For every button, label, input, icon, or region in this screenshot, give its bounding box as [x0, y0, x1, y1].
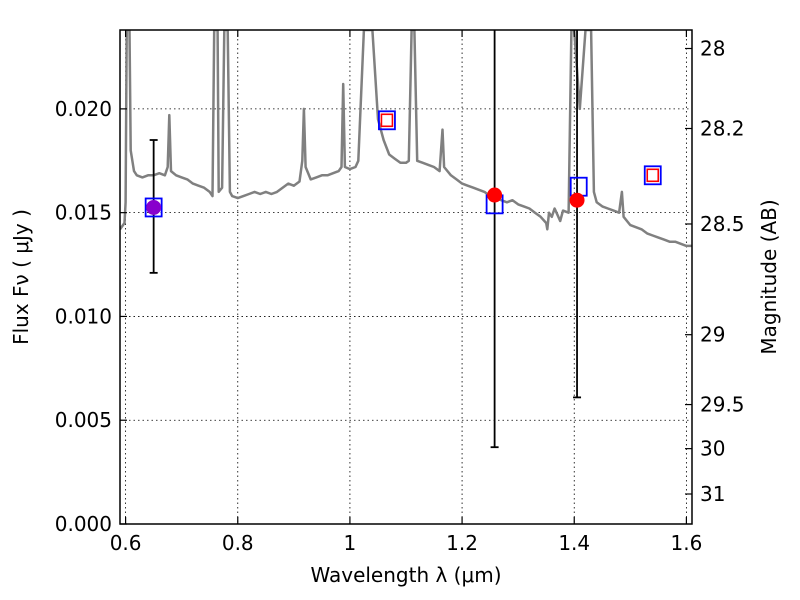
x-tick-label: 1: [344, 531, 357, 555]
upper-limit-square: [380, 113, 394, 128]
y-tick-label: 0.000: [55, 512, 112, 536]
x-tick-label: 1.6: [670, 531, 702, 555]
x-tick-label: 1.4: [558, 531, 590, 555]
y-axis-label-left: Flux Fν ( μJy ): [9, 209, 33, 345]
model-square: [643, 165, 662, 186]
mag-tick-label: 29: [700, 323, 725, 347]
model-square: [144, 197, 163, 218]
x-tick-label: 0.8: [222, 531, 254, 555]
x-tick-label: 1.2: [446, 531, 478, 555]
spectrum-line: [120, 30, 692, 248]
mag-tick-label: 30: [700, 437, 725, 461]
mag-tick-label: 31: [700, 482, 725, 506]
plot-area: [120, 30, 692, 449]
axis-ticks: 0.6 0.8 1 1.2 1.4 1.6 0.000 0.005 0.010 0.015 0.02…: [55, 30, 745, 555]
x-tick-label: 0.6: [110, 531, 142, 555]
y-tick-label: 0.005: [55, 408, 112, 432]
model-square: [378, 110, 396, 131]
x-axis-label: Wavelength λ (μm): [310, 563, 501, 587]
observed-point: [569, 192, 585, 208]
plot-frame: [119, 29, 693, 525]
y-tick-label: 0.020: [55, 97, 112, 121]
observed-point: [487, 187, 503, 203]
mag-tick-label: 28: [700, 37, 725, 61]
mag-tick-label: 28.2: [700, 116, 745, 140]
observed-point: [146, 199, 162, 215]
y-tick-label: 0.015: [55, 201, 112, 225]
observed-photometry-markers: [146, 187, 585, 215]
mag-tick-label: 28.5: [700, 212, 745, 236]
y-axis-label-right: Magnitude (AB): [757, 199, 781, 354]
error-bars: [149, 30, 582, 449]
mag-tick-label: 29.5: [700, 393, 745, 417]
y-tick-label: 0.010: [55, 304, 112, 328]
upper-limit-square: [646, 168, 660, 183]
